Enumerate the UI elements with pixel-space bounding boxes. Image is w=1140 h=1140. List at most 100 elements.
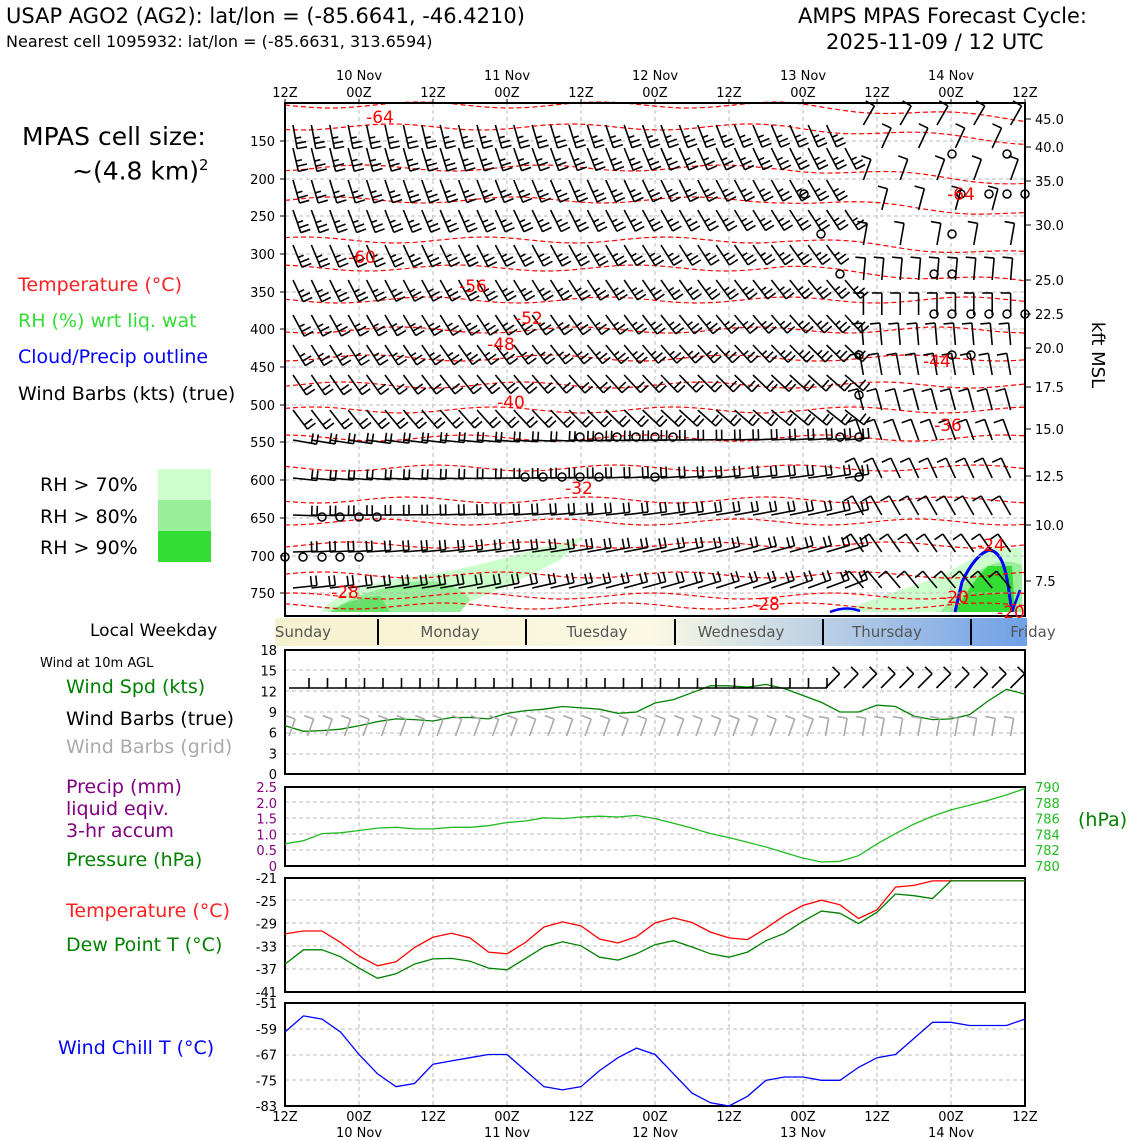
upper-wind-barb-flag [702,157,710,162]
upper-wind-barb-flag [808,570,814,581]
upper-wind-barb-flag [334,254,341,259]
kft-tick-label: 17.5 [1035,381,1064,396]
upper-wind-barb-flag [822,291,832,300]
temperature-contour [284,326,1026,334]
upper-wind-barb [421,409,438,429]
upper-wind-barb-flag [592,189,599,194]
upper-wind-barb-flag [572,135,580,139]
upper-wind-barb [928,419,938,441]
upper-wind-barb-flag [321,384,331,392]
upper-wind-barb [858,353,865,376]
upper-wind-barb [734,344,752,364]
upper-wind-barb-flag [576,351,583,357]
upper-wind-barb-flag [590,538,594,549]
upper-wind-barb [991,188,999,211]
upper-wind-barb-flag [691,380,701,389]
upper-wind-barb-flag [844,569,850,580]
upper-wind-barb [476,209,488,233]
upper-wind-barb-flag [674,293,684,301]
upper-wind-barb-flag [497,573,502,584]
upper-wind-barb [715,209,730,232]
upper-wind-barb [457,147,467,172]
upper-wind-barb-flag [465,322,472,328]
upper-wind-barb-flag [724,350,731,356]
upper-wind-barb [862,159,872,181]
grid-wind-barb [417,718,426,737]
top-time-tick-label: 12Z [420,86,446,101]
upper-wind-barb-flag [391,223,402,229]
upper-wind-barb [384,374,400,395]
grid-wind-barb [658,718,666,737]
surface-wind-barb-flag [1017,666,1026,675]
upper-wind-barb-flag [486,227,497,233]
upper-wind-barb-flag [669,220,680,228]
upper-wind-barb-flag [472,358,482,366]
upper-wind-barb-flag [969,570,979,579]
upper-wind-barb-flag [601,327,611,336]
upper-wind-barb-flag [670,165,680,171]
upper-wind-barb-flag [843,495,853,502]
upper-wind-barb-flag [878,533,889,541]
upper-wind-barb-flag [652,289,662,297]
upper-wind-barb [623,147,634,171]
grid-wind-barb [695,718,703,737]
upper-wind-barb-flag [445,145,456,150]
upper-wind-barb-flag [809,535,814,546]
surface-wind-barb [972,673,989,689]
upper-wind-barb [906,495,920,516]
upper-wind-barb [329,124,336,149]
upper-wind-barb [549,374,567,394]
upper-wind-barb [942,533,957,553]
upper-wind-barb [365,147,374,172]
grid-wind-barb [436,718,444,737]
upper-wind-barb-flag [616,323,626,331]
upper-wind-barb-flag [520,144,531,149]
surface-wind-barb-flag [998,666,1007,675]
temperature-contour [284,518,1026,526]
upper-wind-barb-flag [733,466,736,477]
surface-wind-barb-flag [869,666,878,675]
hpa-tick-label: 400 [250,323,275,338]
upper-wind-barb-flag [474,574,478,585]
upper-wind-barb [752,209,767,231]
top-date-label: 12 Nov [632,69,678,84]
temperature-contour [284,264,1026,282]
grid-wind-barb [935,718,941,737]
upper-wind-barb-flag [315,575,318,586]
upper-wind-barb [789,279,806,300]
upper-wind-barb-flag [771,570,777,581]
upper-wind-barb-flag [753,570,759,581]
upper-wind-barb-flag [971,155,982,161]
upper-wind-barb-flag [317,323,324,328]
upper-wind-barb-flag [769,383,778,393]
upper-wind-barb-flag [764,195,774,202]
upper-wind-barb-flag [766,258,776,266]
upper-wind-barb-flag [761,320,767,326]
upper-wind-barb-flag [936,457,947,464]
upper-wind-barb-flag [493,539,497,550]
upper-wind-barb-flag [750,501,754,512]
upper-wind-barb-flag [653,225,664,232]
upper-wind-barb [851,495,865,516]
upper-wind-barb [384,124,391,149]
upper-wind-barb [991,127,1003,149]
upper-wind-barb [605,581,630,589]
grid-wind-barb [769,718,777,737]
upper-wind-barb-flag [408,433,411,444]
upper-wind-barb [421,244,433,268]
upper-wind-barb [439,209,451,233]
upper-wind-barb-flag [461,135,468,139]
upper-wind-barb-flag [347,540,350,552]
upper-wind-barb [734,409,754,427]
upper-wind-barb [917,188,926,211]
upper-wind-barb-flag [801,195,811,202]
upper-wind-barb-flag [297,219,304,224]
upper-wind-barb-flag [521,166,532,172]
upper-wind-barb [844,374,864,392]
upper-wind-barb-flag [450,353,460,361]
upper-wind-barb [586,279,602,301]
upper-wind-barb [925,495,938,516]
weekday-label: Thursday [851,623,922,641]
upper-wind-barb-flag [689,254,699,262]
upper-wind-barb-flag [709,322,718,331]
